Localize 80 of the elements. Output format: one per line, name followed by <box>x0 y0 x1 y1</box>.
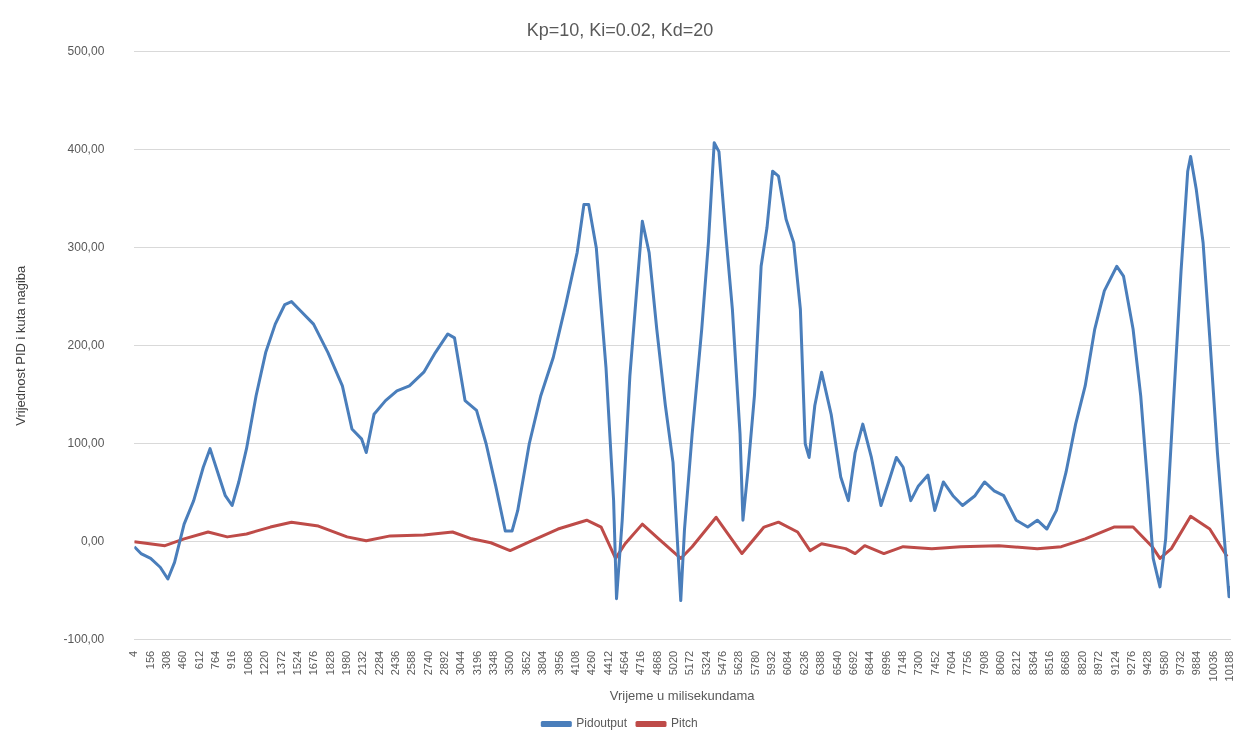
x-tick-label: 2132 <box>356 650 369 676</box>
x-tick-label: 8060 <box>994 650 1007 676</box>
x-tick-label: 3804 <box>536 650 549 676</box>
x-tick-label: 8364 <box>1026 650 1039 676</box>
x-tick-label: 5324 <box>699 650 712 676</box>
y-tick-label: -100,00 <box>63 632 105 647</box>
x-tick-label: 156 <box>143 650 156 670</box>
y-tick-label: 400,00 <box>67 141 105 156</box>
x-tick-label: 3956 <box>552 650 565 676</box>
x-tick-label: 4 <box>127 650 140 657</box>
x-tick-label: 4868 <box>650 650 663 676</box>
x-tick-label: 1372 <box>274 650 287 676</box>
x-tick-label: 764 <box>209 650 222 670</box>
y-tick-label: 300,00 <box>67 239 105 254</box>
x-tick-label: 7148 <box>895 650 908 676</box>
x-tick-label: 612 <box>192 650 205 670</box>
x-tick-label: 1220 <box>258 650 271 676</box>
x-tick-label: 4108 <box>568 650 581 676</box>
y-tick-label: 100,00 <box>67 436 105 451</box>
x-tick-label: 7756 <box>961 650 974 676</box>
x-tick-label: 9428 <box>1141 650 1154 676</box>
legend-label: Pitch <box>671 716 698 731</box>
y-axis-title: Vrijednost PID i kuta nagiba <box>13 264 29 426</box>
x-tick-label: 3652 <box>519 650 532 676</box>
x-tick-label: 5932 <box>765 650 778 676</box>
x-tick-label: 8668 <box>1059 650 1072 676</box>
x-tick-label: 4412 <box>601 650 614 676</box>
x-tick-label: 1828 <box>323 650 336 676</box>
x-tick-label: 8212 <box>1010 650 1023 676</box>
x-tick-label: 6996 <box>879 650 892 676</box>
x-tick-label: 7300 <box>912 650 925 676</box>
x-tick-label: 9732 <box>1173 650 1186 676</box>
x-tick-label: 10036 <box>1206 650 1219 682</box>
x-tick-label: 3348 <box>487 650 500 676</box>
x-tick-label: 5476 <box>716 650 729 676</box>
x-tick-label: 3500 <box>503 650 516 676</box>
x-tick-label: 8516 <box>1043 650 1056 676</box>
legend-label: Pidoutput <box>576 716 628 731</box>
x-tick-label: 5628 <box>732 650 745 676</box>
x-tick-label: 9124 <box>1108 650 1121 676</box>
x-tick-label: 2436 <box>388 650 401 676</box>
chart-title: Kp=10, Ki=0.02, Kd=20 <box>526 19 714 40</box>
x-tick-label: 9276 <box>1124 650 1137 676</box>
x-tick-label: 916 <box>225 650 238 670</box>
x-tick-label: 8820 <box>1075 650 1088 676</box>
x-tick-label: 6084 <box>781 650 794 676</box>
x-tick-label: 9884 <box>1190 650 1203 676</box>
x-tick-label: 7604 <box>945 650 958 676</box>
x-tick-label: 10188 <box>1223 650 1236 682</box>
x-tick-label: 2740 <box>421 650 434 676</box>
y-tick-label: 500,00 <box>67 43 105 58</box>
x-tick-label: 1524 <box>290 650 303 676</box>
x-tick-label: 5020 <box>667 650 679 676</box>
x-tick-label: 6236 <box>797 650 810 676</box>
x-tick-label: 4716 <box>634 650 647 676</box>
x-tick-label: 4564 <box>617 650 630 676</box>
x-tick-label: 4260 <box>585 650 598 676</box>
x-tick-label: 5780 <box>748 650 761 676</box>
y-tick-label: 200,00 <box>67 338 105 353</box>
x-tick-label: 5172 <box>683 650 696 676</box>
x-tick-label: 6540 <box>830 650 843 676</box>
y-tick-label: 0,00 <box>80 534 105 549</box>
x-tick-label: 2892 <box>438 650 451 676</box>
x-tick-label: 8972 <box>1092 650 1105 676</box>
x-tick-label: 2284 <box>372 650 385 676</box>
x-tick-label: 2588 <box>405 650 418 676</box>
x-tick-label: 6388 <box>814 650 827 676</box>
x-tick-label: 460 <box>176 650 189 670</box>
x-axis-title: Vrijeme u milisekundama <box>609 687 756 703</box>
x-tick-label: 3196 <box>470 650 483 676</box>
x-tick-label: 1068 <box>241 650 254 676</box>
x-tick-label: 6692 <box>846 650 859 676</box>
x-tick-label: 3044 <box>454 650 467 676</box>
x-tick-label: 1980 <box>339 650 352 676</box>
x-tick-label: 6844 <box>863 650 876 676</box>
x-tick-label: 7452 <box>928 650 941 676</box>
x-tick-label: 1676 <box>307 650 320 676</box>
x-tick-label: 7908 <box>977 650 990 676</box>
x-tick-label: 9580 <box>1157 650 1170 676</box>
x-tick-label: 308 <box>160 650 173 670</box>
